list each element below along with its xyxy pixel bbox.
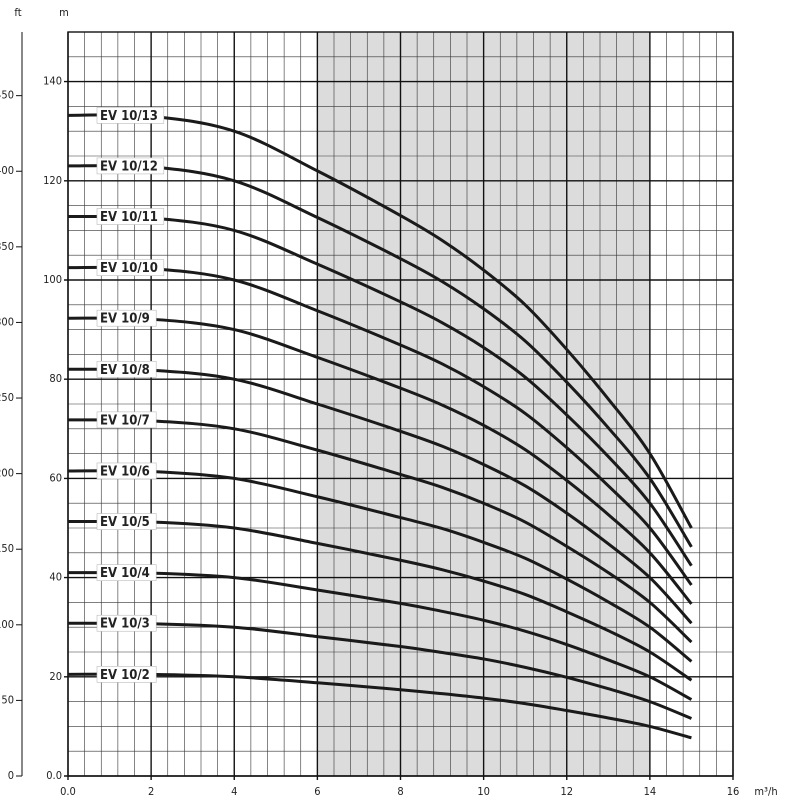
y2-tick-label: 400 bbox=[0, 164, 14, 177]
pump-curve bbox=[67, 113, 693, 529]
curve-label: EV 10/11 bbox=[100, 210, 158, 225]
curve-label: EV 10/9 bbox=[100, 312, 150, 327]
y2-tick-label: 0 bbox=[8, 769, 14, 782]
x-tick-label: 4 bbox=[231, 785, 237, 798]
y2-axis-label: ft bbox=[14, 6, 21, 19]
curve-label-bg bbox=[96, 360, 157, 378]
x-axis-label: m³/h bbox=[754, 785, 777, 798]
curve-label-bg bbox=[96, 309, 157, 327]
pump-curve bbox=[67, 214, 693, 567]
x-tick-label: 8 bbox=[397, 785, 403, 798]
pump-curve bbox=[67, 571, 693, 701]
curve-label-bg bbox=[96, 666, 157, 683]
y-tick-label: 60 bbox=[49, 471, 62, 484]
y2-tick-label: 100 bbox=[0, 618, 14, 631]
y2-tick-label: 150 bbox=[0, 542, 14, 555]
curve-label: EV 10/13 bbox=[100, 109, 158, 124]
curve-label: EV 10/4 bbox=[100, 566, 150, 581]
pump-curve bbox=[67, 621, 693, 720]
curve-label-bg bbox=[96, 462, 157, 480]
x-tick-label: 14 bbox=[644, 785, 657, 798]
pump-curve bbox=[67, 164, 693, 548]
plot-frame bbox=[67, 31, 734, 777]
x-tick-label: 16 bbox=[727, 785, 740, 798]
y2-tick-label: 350 bbox=[0, 240, 14, 253]
curve-label-bg bbox=[96, 208, 165, 225]
y2-tick-label: 300 bbox=[0, 315, 14, 328]
pump-curve bbox=[67, 469, 693, 663]
curve-label-bg bbox=[96, 614, 157, 632]
curve-label: EV 10/10 bbox=[100, 261, 158, 276]
pump-curve bbox=[67, 519, 693, 682]
curve-label: EV 10/12 bbox=[100, 159, 158, 174]
curve-label: EV 10/8 bbox=[100, 363, 150, 378]
y-tick-label: 80 bbox=[49, 372, 62, 385]
curve-label: EV 10/3 bbox=[100, 617, 150, 632]
y2-tick-label: 200 bbox=[0, 467, 14, 480]
pump-curve bbox=[67, 367, 693, 625]
curve-label-bg bbox=[96, 259, 165, 276]
curve-label-bg bbox=[96, 411, 157, 429]
y-tick-label: 40 bbox=[49, 571, 62, 584]
curve-label: EV 10/7 bbox=[100, 413, 150, 428]
curve-label: EV 10/6 bbox=[100, 464, 150, 479]
y-tick-label: 0.0 bbox=[46, 769, 62, 782]
y2-tick-label: 250 bbox=[0, 391, 14, 404]
x-tick-label: 6 bbox=[314, 785, 320, 798]
curve-label-bg bbox=[96, 107, 165, 124]
pump-curve bbox=[67, 316, 693, 605]
y-tick-label: 100 bbox=[43, 273, 62, 286]
x-tick-label: 12 bbox=[560, 785, 573, 798]
y-axis-label: m bbox=[59, 6, 69, 19]
curve-label-bg bbox=[96, 513, 157, 530]
x-tick-label: 10 bbox=[477, 785, 490, 798]
x-tick-label: 0.0 bbox=[60, 785, 76, 798]
pump-curve bbox=[67, 265, 693, 586]
y-tick-label: 120 bbox=[43, 174, 62, 187]
curve-label: EV 10/2 bbox=[100, 668, 150, 683]
y2-tick-label: 450 bbox=[0, 89, 14, 102]
y-tick-label: 20 bbox=[49, 670, 62, 683]
pump-curve bbox=[67, 418, 693, 644]
curve-label: EV 10/5 bbox=[100, 515, 150, 530]
y-tick-label: 140 bbox=[43, 75, 62, 88]
curve-label-bg bbox=[96, 564, 157, 581]
y2-tick-label: 50 bbox=[1, 693, 14, 706]
curve-label-bg bbox=[96, 157, 165, 175]
pump-curve bbox=[67, 672, 692, 740]
x-tick-label: 2 bbox=[148, 785, 154, 798]
